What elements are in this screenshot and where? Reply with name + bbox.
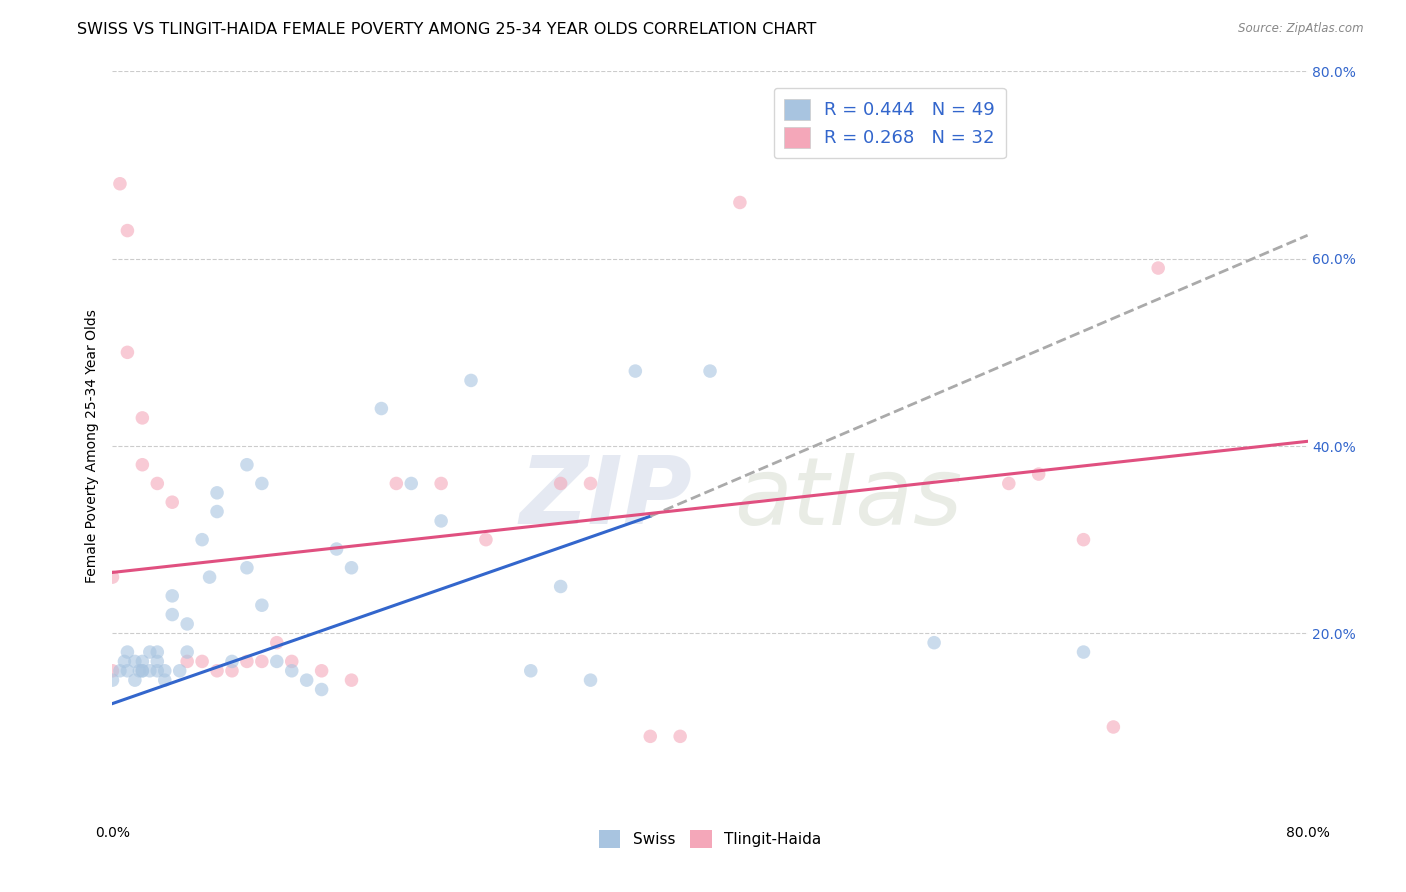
Point xyxy=(131,411,153,425)
Point xyxy=(266,655,288,669)
Point xyxy=(475,533,498,547)
Point xyxy=(169,664,191,678)
Point xyxy=(922,635,945,649)
Point xyxy=(669,730,692,744)
Point xyxy=(128,664,150,678)
Point xyxy=(131,664,153,678)
Point xyxy=(117,345,139,359)
Point xyxy=(460,374,482,388)
Point xyxy=(124,673,146,688)
Point xyxy=(191,533,214,547)
Point xyxy=(153,673,176,688)
Point xyxy=(1073,533,1095,547)
Point xyxy=(198,570,221,584)
Point xyxy=(101,570,124,584)
Point xyxy=(139,645,162,659)
Point xyxy=(117,645,139,659)
Point xyxy=(146,655,169,669)
Point xyxy=(250,655,273,669)
Point xyxy=(139,664,162,678)
Point xyxy=(281,664,304,678)
Point xyxy=(205,486,228,500)
Point xyxy=(146,645,169,659)
Point xyxy=(624,364,647,378)
Point xyxy=(325,542,347,557)
Y-axis label: Female Poverty Among 25-34 Year Olds: Female Poverty Among 25-34 Year Olds xyxy=(86,309,100,583)
Point xyxy=(281,655,304,669)
Point xyxy=(1073,645,1095,659)
Point xyxy=(579,476,602,491)
Point xyxy=(401,476,423,491)
Text: Source: ZipAtlas.com: Source: ZipAtlas.com xyxy=(1239,22,1364,36)
Point xyxy=(176,655,198,669)
Point xyxy=(699,364,721,378)
Point xyxy=(117,664,139,678)
Text: ZIP: ZIP xyxy=(519,452,692,544)
Point xyxy=(430,514,453,528)
Point xyxy=(998,476,1021,491)
Point xyxy=(640,730,662,744)
Point xyxy=(153,664,176,678)
Point xyxy=(728,195,751,210)
Point xyxy=(1147,261,1170,276)
Point xyxy=(221,664,243,678)
Point xyxy=(101,664,124,678)
Point xyxy=(311,682,333,697)
Point xyxy=(108,664,131,678)
Point xyxy=(1102,720,1125,734)
Point xyxy=(117,223,139,237)
Point xyxy=(205,664,228,678)
Point xyxy=(124,655,146,669)
Legend: Swiss, Tlingit-Haida: Swiss, Tlingit-Haida xyxy=(593,824,827,855)
Point xyxy=(311,664,333,678)
Point xyxy=(250,476,273,491)
Text: atlas: atlas xyxy=(734,453,962,544)
Point xyxy=(430,476,453,491)
Point xyxy=(131,655,153,669)
Point xyxy=(295,673,318,688)
Point xyxy=(176,617,198,632)
Point xyxy=(550,476,572,491)
Point xyxy=(131,664,153,678)
Point xyxy=(236,458,259,472)
Point xyxy=(236,655,259,669)
Point xyxy=(579,673,602,688)
Point xyxy=(162,607,183,622)
Point xyxy=(108,177,131,191)
Point xyxy=(340,561,363,575)
Point xyxy=(176,645,198,659)
Point xyxy=(550,580,572,594)
Point xyxy=(385,476,408,491)
Point xyxy=(520,664,543,678)
Point xyxy=(146,664,169,678)
Point xyxy=(236,561,259,575)
Point xyxy=(146,476,169,491)
Point xyxy=(250,599,273,613)
Point xyxy=(221,655,243,669)
Point xyxy=(340,673,363,688)
Text: SWISS VS TLINGIT-HAIDA FEMALE POVERTY AMONG 25-34 YEAR OLDS CORRELATION CHART: SWISS VS TLINGIT-HAIDA FEMALE POVERTY AM… xyxy=(77,22,817,37)
Point xyxy=(101,673,124,688)
Point xyxy=(370,401,392,416)
Point xyxy=(162,589,183,603)
Point xyxy=(205,505,228,519)
Point xyxy=(114,655,135,669)
Point xyxy=(191,655,214,669)
Point xyxy=(1028,467,1050,482)
Point xyxy=(266,635,288,649)
Point xyxy=(131,458,153,472)
Point xyxy=(162,495,183,509)
